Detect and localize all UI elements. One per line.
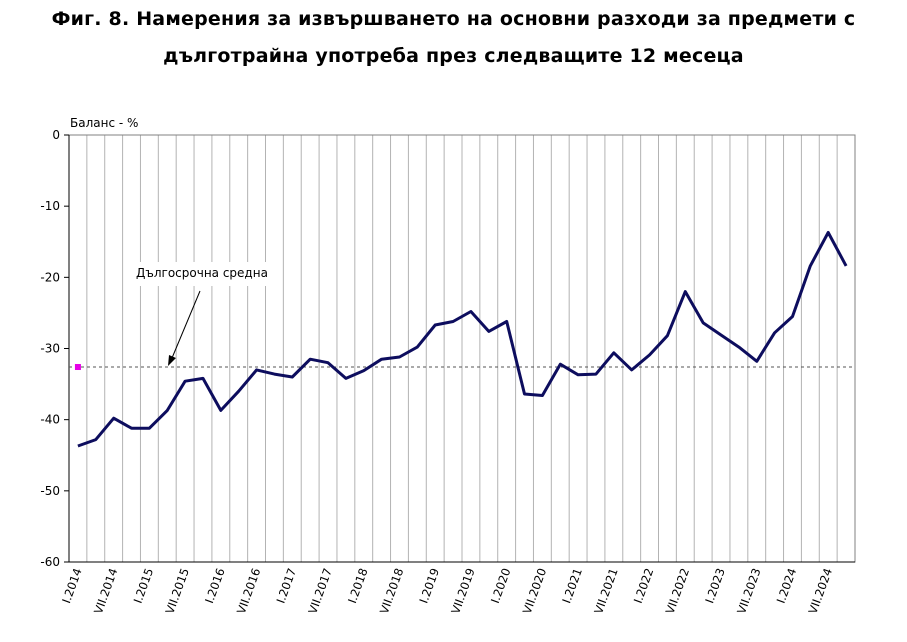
annotation-label: Дългосрочна средна — [136, 266, 268, 280]
x-tick-label: I.2017 — [274, 566, 300, 605]
annotation-box — [132, 262, 272, 286]
y-tick-label: -20 — [40, 270, 60, 284]
x-tick-label: I.2016 — [202, 566, 228, 605]
x-tick-label: VII.2016 — [234, 566, 263, 615]
x-tick-label: VII.2024 — [806, 566, 835, 615]
x-tick-label: VII.2018 — [377, 566, 406, 615]
vertical-gridlines — [68, 134, 856, 563]
x-tick-label: VII.2022 — [663, 566, 692, 615]
long-term-average-marker — [74, 364, 81, 371]
x-tick-label: VII.2015 — [163, 566, 192, 615]
x-tick-label: I.2015 — [131, 566, 157, 605]
series-line — [77, 231, 848, 448]
y-tick-label: -40 — [40, 413, 60, 427]
x-tick-label: I.2018 — [345, 566, 371, 605]
x-tick-label: VII.2021 — [591, 566, 620, 615]
x-axis: I.2014 VII.2014 I.2015 VII.2015 I.2016 VII.20… — [59, 561, 855, 616]
x-tick-label: VII.2023 — [734, 566, 763, 615]
y-tick-label: -60 — [40, 555, 60, 569]
annotation-arrow-head — [168, 355, 176, 366]
y-tick-label: -30 — [40, 342, 60, 356]
x-tick-label: VII.2014 — [91, 566, 120, 615]
y-tick-label: 0 — [52, 128, 60, 142]
y-axis-label: Баланс - % — [70, 116, 138, 130]
x-tick-label: I.2023 — [702, 566, 728, 605]
x-tick-label: I.2024 — [774, 566, 800, 605]
x-tick-label: I.2019 — [416, 566, 442, 605]
x-tick-label: VII.2017 — [305, 566, 334, 615]
chart-title-line1: Фиг. 8. Намерения за извършването на осн… — [51, 8, 856, 30]
chart-title-line2: дълготрайна употреба през следващите 12 … — [163, 45, 744, 67]
x-tick-label: I.2020 — [488, 566, 514, 605]
y-tick-label: -50 — [40, 484, 60, 498]
x-tick-label: VII.2020 — [520, 566, 549, 615]
x-tick-label: VII.2019 — [448, 566, 477, 615]
x-tick-label: I.2014 — [59, 566, 85, 605]
annotation-arrow — [171, 290, 201, 359]
x-tick-label: I.2021 — [559, 566, 585, 605]
y-axis: 0 -10 -20 -30 -40 -50 -60 — [40, 128, 70, 569]
y-tick-label: -10 — [40, 199, 60, 213]
x-tick-label: I.2022 — [631, 566, 657, 605]
